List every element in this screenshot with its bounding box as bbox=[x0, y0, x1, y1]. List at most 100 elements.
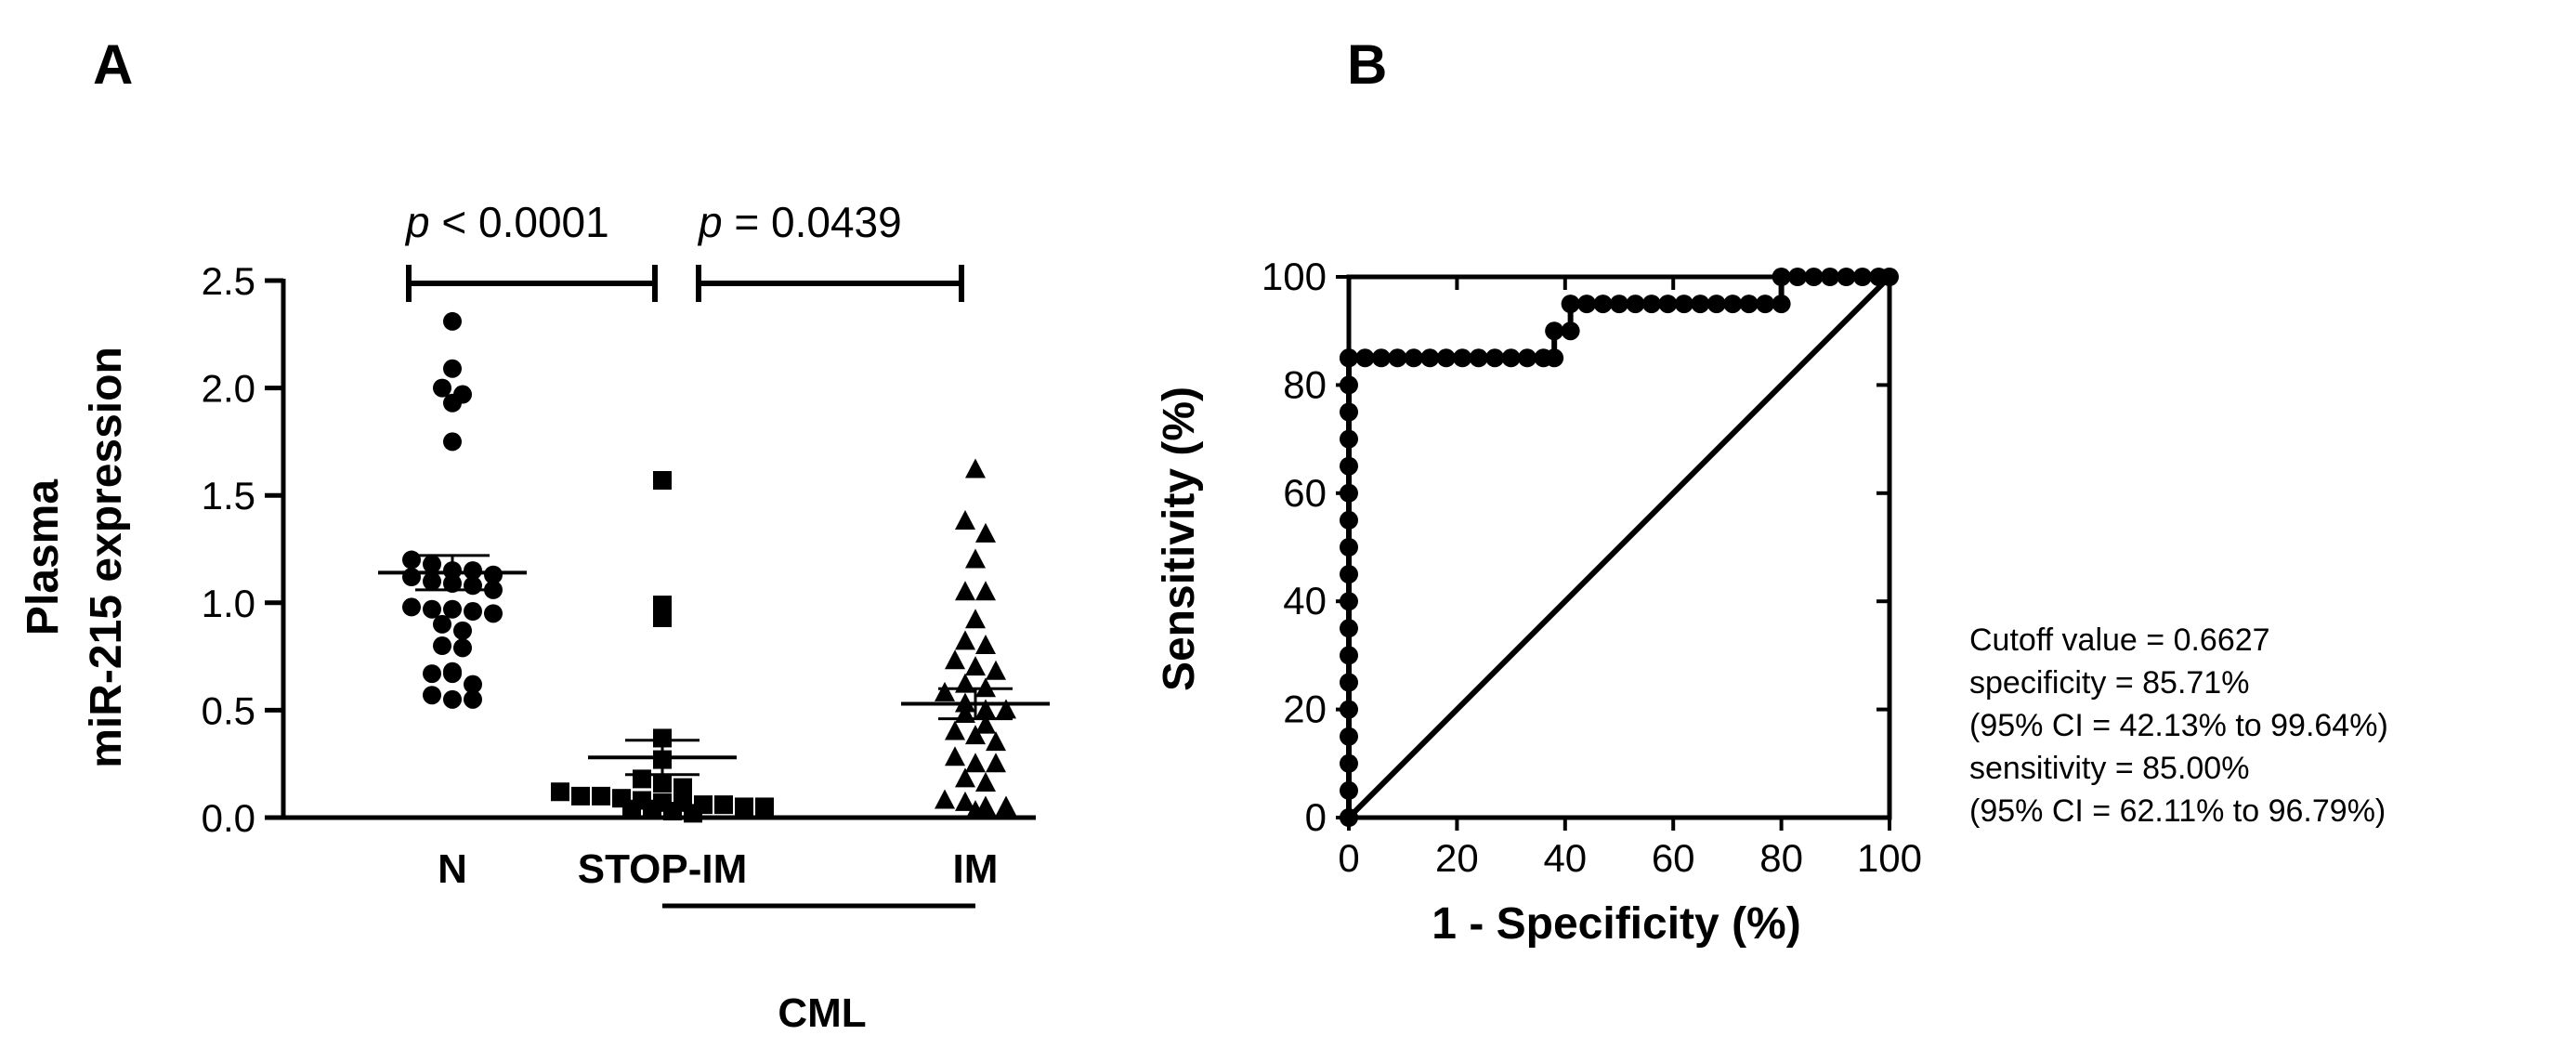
roc-point bbox=[1772, 268, 1791, 286]
roc-point bbox=[1355, 348, 1375, 368]
data-point bbox=[423, 599, 441, 619]
roc-point bbox=[1436, 348, 1456, 368]
roc-point bbox=[1723, 295, 1743, 314]
roc-point bbox=[1340, 753, 1358, 773]
panel-a-comparisons: p < 0.0001 p = 0.0439 bbox=[404, 198, 964, 302]
data-point bbox=[443, 359, 462, 378]
data-point bbox=[975, 581, 996, 601]
roc-point bbox=[1340, 429, 1358, 449]
panel-a-points bbox=[402, 311, 1016, 823]
data-point bbox=[975, 714, 996, 734]
panel-a-ylabel-line1: Plasma bbox=[19, 479, 68, 635]
data-point bbox=[945, 720, 965, 740]
data-point bbox=[453, 638, 472, 658]
panel-a-y-ticks: 0.0 0.5 1.0 1.5 2.0 2.5 bbox=[202, 259, 283, 840]
data-point bbox=[975, 635, 996, 655]
y-tick-label: 80 bbox=[1283, 362, 1327, 406]
p-value-label: p = 0.0439 bbox=[697, 198, 902, 246]
roc-point bbox=[1340, 700, 1358, 719]
data-point bbox=[965, 656, 986, 676]
data-point bbox=[653, 471, 672, 491]
data-point bbox=[443, 599, 462, 619]
data-point bbox=[935, 789, 955, 809]
roc-point bbox=[1852, 268, 1872, 286]
roc-point bbox=[1772, 295, 1791, 314]
data-point bbox=[935, 681, 955, 701]
x-tick-label: 0 bbox=[1338, 836, 1359, 880]
data-point bbox=[945, 746, 965, 766]
data-point bbox=[673, 778, 692, 797]
y-tick-label: 20 bbox=[1283, 688, 1327, 731]
roc-point bbox=[1561, 295, 1580, 314]
category-label: STOP-IM bbox=[578, 846, 748, 892]
y-tick-label: 0.0 bbox=[202, 796, 255, 840]
data-point bbox=[955, 791, 975, 811]
panel-b-chart: Sensitivity (%) 1 - Specificity (%) 00 20… bbox=[1155, 255, 1922, 949]
roc-point bbox=[1340, 780, 1358, 800]
roc-point bbox=[1340, 483, 1358, 503]
roc-point bbox=[1577, 295, 1597, 314]
y-tick-label: 40 bbox=[1283, 579, 1327, 622]
data-point bbox=[453, 621, 472, 640]
roc-point bbox=[1593, 295, 1613, 314]
roc-point bbox=[1880, 268, 1899, 286]
data-point bbox=[975, 795, 996, 816]
data-point bbox=[464, 689, 482, 709]
data-point bbox=[402, 568, 421, 587]
data-point bbox=[443, 662, 462, 681]
data-point bbox=[402, 550, 421, 570]
data-point bbox=[986, 753, 1006, 773]
data-point bbox=[592, 786, 610, 806]
category-label: N bbox=[438, 846, 467, 892]
roc-point bbox=[1340, 592, 1358, 611]
annotation-line-4: sensitivity = 85.00% bbox=[1969, 751, 2249, 786]
data-point bbox=[945, 649, 965, 670]
panel-b-xlabel: 1 - Specificity (%) bbox=[1432, 899, 1800, 949]
data-point bbox=[653, 774, 672, 793]
roc-point bbox=[1340, 808, 1358, 827]
data-point bbox=[955, 581, 975, 601]
data-point bbox=[402, 597, 421, 617]
data-point bbox=[453, 385, 472, 404]
annotation-line-3: (95% CI = 42.13% to 99.64%) bbox=[1969, 708, 2388, 743]
data-point bbox=[965, 753, 986, 773]
roc-point bbox=[1641, 295, 1661, 314]
data-point bbox=[694, 795, 713, 815]
y-tick-label: 1.0 bbox=[202, 582, 255, 625]
y-tick-label: 2.0 bbox=[202, 367, 255, 411]
roc-point bbox=[1388, 348, 1407, 368]
roc-point bbox=[1371, 348, 1391, 368]
data-point bbox=[673, 793, 692, 812]
roc-point bbox=[1545, 321, 1564, 341]
roc-point bbox=[1340, 565, 1358, 584]
roc-point bbox=[1820, 268, 1839, 286]
panel-b-ticks: 00 20 20 40 40 60 60 80 80 100 100 bbox=[1262, 255, 1922, 880]
p-value-label: p < 0.0001 bbox=[404, 198, 609, 246]
data-point bbox=[986, 660, 1006, 680]
y-tick-label: 0.5 bbox=[202, 688, 255, 732]
roc-point bbox=[1340, 619, 1358, 638]
data-point bbox=[433, 378, 451, 398]
roc-point bbox=[1706, 295, 1726, 314]
data-point bbox=[484, 565, 503, 584]
y-tick-label: 100 bbox=[1262, 255, 1327, 298]
panel-b-roc-points bbox=[1340, 268, 1899, 827]
annotation-line-2: specificity = 85.71% bbox=[1969, 665, 2249, 701]
data-point bbox=[423, 555, 441, 574]
roc-point bbox=[1804, 268, 1824, 286]
roc-point bbox=[1739, 295, 1759, 314]
x-tick-label: 60 bbox=[1652, 836, 1695, 880]
roc-point bbox=[1626, 295, 1645, 314]
x-tick-label: 100 bbox=[1857, 836, 1922, 880]
data-point bbox=[714, 795, 733, 815]
data-point bbox=[423, 686, 441, 705]
data-point bbox=[464, 602, 482, 622]
roc-point bbox=[1610, 295, 1628, 314]
data-point bbox=[633, 769, 651, 789]
roc-annotation: Cutoff value = 0.6627 specificity = 85.7… bbox=[1969, 622, 2388, 829]
panel-a-categories: N STOP-IM IM bbox=[438, 846, 998, 892]
data-point bbox=[571, 786, 590, 806]
panel-a-ylabel-line2: miR-215 expression bbox=[82, 347, 131, 768]
roc-point bbox=[1453, 348, 1472, 368]
